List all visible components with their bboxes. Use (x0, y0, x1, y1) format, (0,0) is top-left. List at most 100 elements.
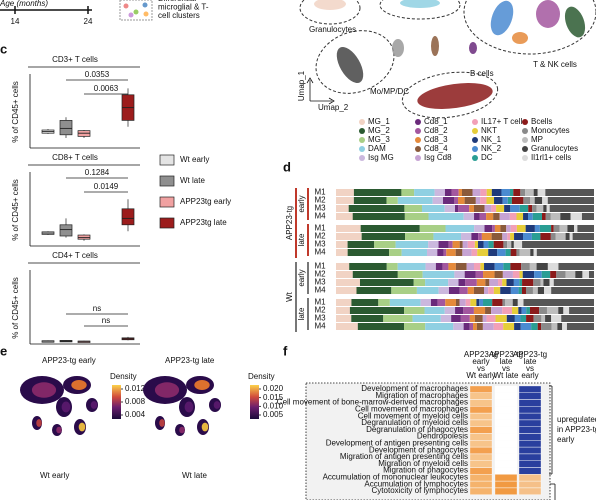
proportion-segment (520, 315, 527, 322)
row-label: Cell movement of bone-marrow-derived mac… (277, 398, 468, 407)
proportion-segment (532, 287, 538, 294)
proportion-segment (476, 299, 480, 306)
proportion-segment (357, 323, 405, 330)
column-header: late (524, 357, 537, 366)
proportion-segment (502, 271, 513, 278)
proportion-segment (497, 249, 506, 256)
box (59, 224, 73, 237)
legend-label: Il1rl1+ cells (531, 153, 571, 162)
proportion-segment (516, 225, 526, 232)
proportion-segment (512, 271, 520, 278)
legend-swatch (472, 119, 478, 125)
proportion-segment (374, 241, 396, 248)
legend-label: Wt late (180, 176, 205, 185)
heat-cell (469, 426, 493, 434)
heat-cell (494, 413, 518, 420)
legend-swatch (159, 217, 175, 229)
row-label: Cytotoxicity of lymphocytes (372, 486, 468, 495)
legend-label: MG_1 (368, 117, 390, 126)
proportion-segment (442, 263, 449, 270)
proportion-segment (526, 307, 530, 314)
proportion-segment (349, 307, 405, 314)
cluster-label: Granulocytes (309, 25, 356, 34)
proportion-segment (347, 249, 390, 256)
proportion-segment (521, 263, 530, 270)
proportion-segment (544, 287, 552, 294)
proportion-segment (541, 271, 551, 278)
heat-cell (494, 487, 518, 495)
proportion-segment (546, 205, 550, 212)
proportion-segment (513, 189, 521, 196)
column-header: late (500, 357, 513, 366)
proportion-segment (463, 307, 474, 314)
proportion-segment (336, 241, 348, 248)
proportion-segment (565, 233, 570, 240)
mouse-label: M1 (314, 298, 326, 307)
age-label: late (297, 307, 306, 320)
proportion-segment (582, 271, 590, 278)
cluster-outline (379, 0, 461, 20)
proportion-segment (528, 213, 533, 220)
proportion-segment (416, 287, 439, 294)
proportion-segment (488, 287, 494, 294)
proportion-segment (513, 279, 520, 286)
box (59, 120, 73, 136)
proportion-segment (336, 271, 353, 278)
density-hotspot (154, 382, 180, 398)
proportion-segment (525, 189, 534, 196)
legend-swatch (359, 146, 365, 152)
proportion-segment (537, 287, 545, 294)
proportion-segment (448, 241, 453, 248)
proportion-segment (467, 287, 474, 294)
cluster-outline (463, 0, 596, 55)
density-hotspot (56, 426, 62, 434)
legend-swatch (415, 119, 421, 125)
axis-label: Umap_1 (297, 70, 306, 101)
proportion-segment (473, 263, 481, 270)
heat-cell (518, 481, 542, 488)
proportion-segment (491, 205, 497, 212)
colorbar-tick: 0.005 (263, 410, 284, 419)
proportion-segment (569, 307, 594, 314)
annotation: in APP23-tg (557, 425, 596, 434)
proportion-segment (532, 213, 543, 220)
proportion-segment (352, 213, 405, 220)
heat-cell (494, 447, 518, 454)
proportion-segment (566, 323, 594, 330)
proportion-segment (494, 271, 503, 278)
colorbar-tick: 0.020 (263, 384, 284, 393)
proportion-segment (551, 225, 554, 232)
heat-cell (494, 474, 518, 482)
proportion-segment (473, 323, 477, 330)
heat-cell (518, 413, 542, 420)
legend-swatch (472, 137, 478, 143)
column-header: early (521, 371, 538, 380)
mouse-label: M4 (314, 248, 326, 257)
icon-dot (142, 2, 148, 8)
proportion-segment (529, 263, 537, 270)
proportion-segment (455, 249, 463, 256)
mouse-label: M1 (314, 224, 326, 233)
heat-cell (518, 447, 542, 454)
column-header: Wt early (466, 371, 495, 380)
proportion-segment (551, 315, 562, 322)
proportion-segment (359, 279, 414, 286)
proportion-segment (531, 233, 541, 240)
heat-cell (469, 474, 493, 482)
proportion-segment (553, 225, 560, 232)
heat-cell (469, 385, 493, 393)
proportion-segment (336, 299, 352, 306)
proportion-segment (476, 323, 483, 330)
box (121, 208, 135, 226)
legend-swatch (522, 128, 528, 134)
density-hotspot (179, 426, 185, 434)
legend-swatch (359, 155, 365, 161)
proportion-segment (540, 279, 544, 286)
proportion-segment (543, 205, 547, 212)
proportion-segment (351, 299, 379, 306)
heat-cell (469, 406, 493, 414)
plot-title: CD4+ T cells (52, 251, 98, 260)
proportion-segment (533, 189, 538, 196)
proportion-segment (510, 233, 515, 240)
legend-label: NK_2 (481, 144, 502, 153)
